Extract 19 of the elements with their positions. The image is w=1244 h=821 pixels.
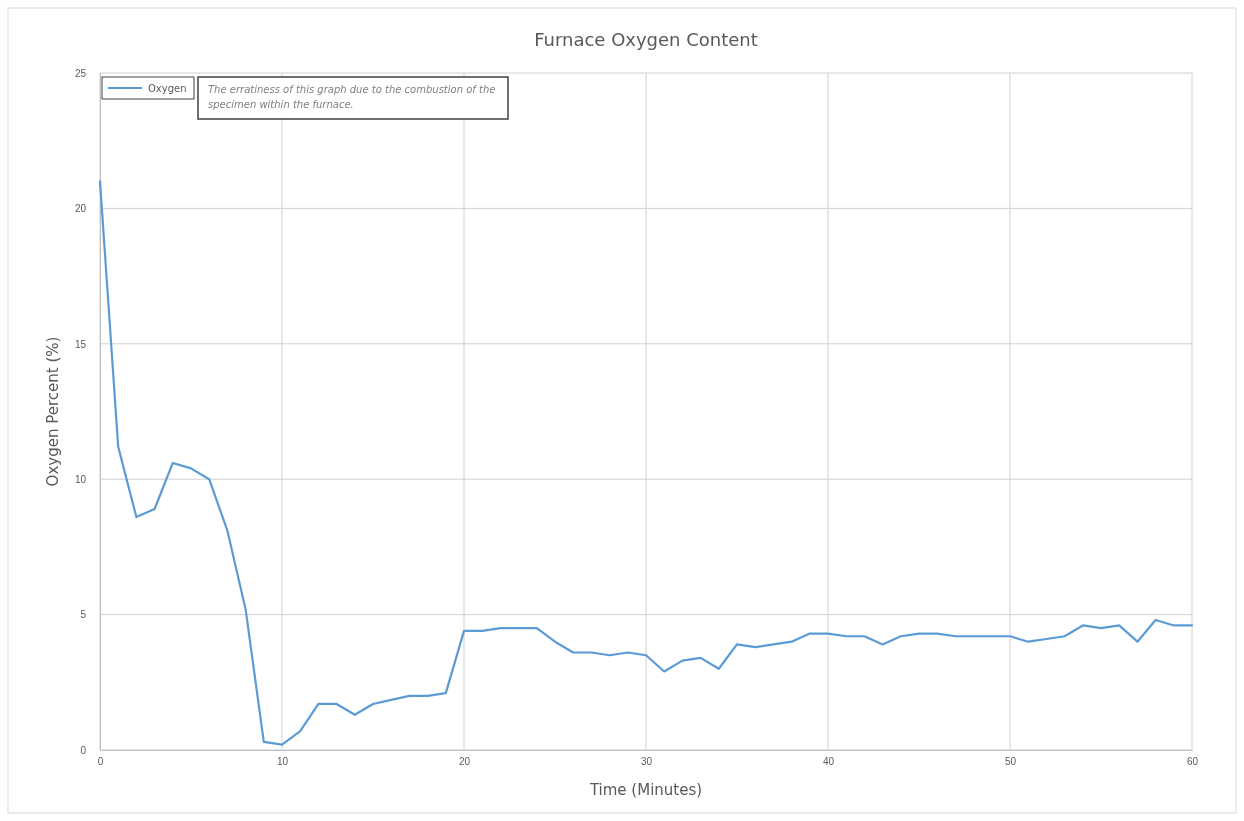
x-tick-label: 30 bbox=[640, 756, 653, 768]
x-tick-label: 50 bbox=[1004, 756, 1017, 768]
y-tick-label: 25 bbox=[74, 67, 87, 79]
x-axis-title: Time (Minutes) bbox=[588, 781, 703, 799]
x-tick-label: 20 bbox=[458, 756, 471, 768]
y-tick-label: 0 bbox=[80, 744, 87, 756]
annotation: The erratiness of this graph due to the combustion of the specimen within the furnace. bbox=[208, 84, 496, 110]
x-tick-label: 60 bbox=[1186, 756, 1199, 768]
x-tick-label: 0 bbox=[97, 756, 104, 768]
x-tick-label: 10 bbox=[276, 756, 289, 768]
y-tick-label: 20 bbox=[74, 203, 87, 215]
y-tick-label: 5 bbox=[80, 609, 87, 621]
legend-label: Oxygen bbox=[148, 83, 187, 94]
y-tick-label: 15 bbox=[74, 338, 87, 350]
x-tick-label: 40 bbox=[822, 756, 835, 768]
y-tick-label: 10 bbox=[74, 473, 87, 485]
line-series bbox=[98, 180, 1194, 746]
y-axis-title: Oxygen Percent (%) bbox=[44, 336, 62, 487]
chart-title: Furnace Oxygen Content bbox=[534, 29, 758, 50]
